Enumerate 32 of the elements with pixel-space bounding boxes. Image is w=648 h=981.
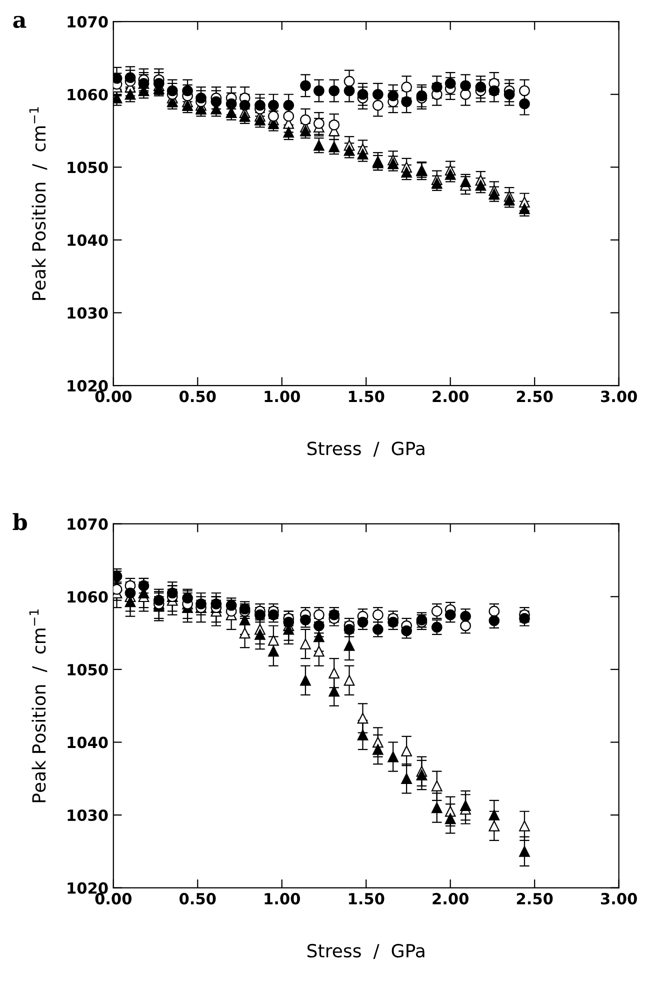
y-tick-label: 1040 [68, 736, 108, 748]
y-tick-label: 1060 [68, 88, 108, 100]
y-tick-label: 1030 [68, 809, 108, 822]
x-tick-label: 2.00 [432, 892, 468, 904]
y-tick-label: 1060 [68, 591, 108, 603]
y-axis-title: Peak Position / cm$^{−1}$ [29, 107, 48, 300]
x-tick-label: 1.00 [264, 892, 300, 904]
y-tick-label: 1030 [68, 307, 108, 319]
x-axis-title: Stress / GPa [307, 944, 424, 959]
y-tick-label: 1070 [68, 518, 108, 530]
x-tick-label: 0.50 [180, 390, 216, 402]
y-tick-label: 1020 [68, 380, 108, 392]
x-tick-label: 1.50 [348, 892, 384, 904]
y-axis-title: Peak Position / cm$^{−1}$ [29, 609, 48, 802]
x-tick-label: 3.00 [601, 390, 637, 402]
chart-title: b [12, 513, 27, 530]
x-tick-label: 2.50 [516, 892, 553, 904]
y-tick-label: 1070 [68, 16, 108, 28]
chart-title: a [13, 16, 26, 28]
x-tick-label: 0.50 [180, 892, 216, 904]
x-tick-label: 2.00 [432, 390, 468, 402]
x-axis-title: Stress / GPa [307, 442, 424, 457]
y-tick-label: 1040 [68, 234, 108, 246]
x-tick-label: 1.00 [264, 390, 300, 402]
x-tick-label: 3.00 [601, 892, 637, 904]
y-tick-label: 1050 [68, 664, 108, 676]
x-tick-label: 0.00 [95, 390, 132, 402]
x-tick-label: 1.50 [348, 390, 384, 402]
y-tick-label: 1020 [68, 882, 108, 894]
x-tick-label: 2.50 [516, 390, 553, 402]
x-tick-label: 0.00 [95, 892, 132, 904]
y-tick-label: 1050 [68, 162, 108, 174]
